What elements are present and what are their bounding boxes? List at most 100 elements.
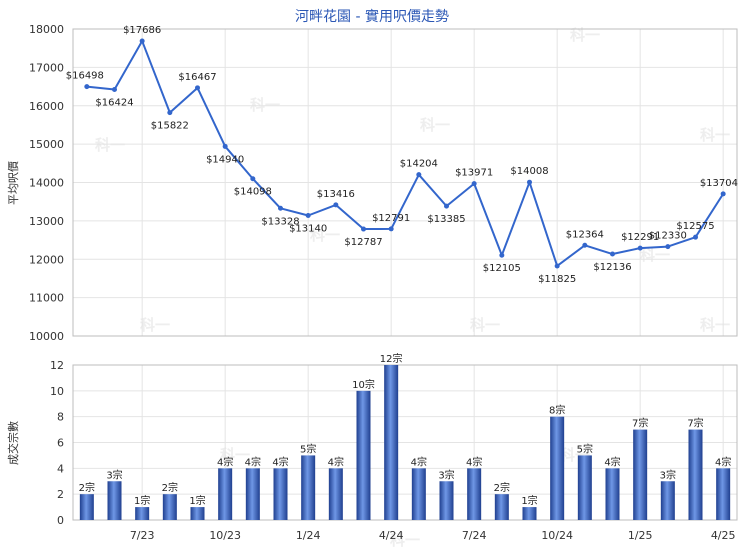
price-point — [693, 234, 698, 240]
line-y-tick: 16000 — [29, 100, 64, 113]
transaction-bar — [162, 494, 177, 520]
bar-y-tick: 12 — [50, 359, 64, 372]
transaction-label: 3宗 — [106, 468, 122, 481]
price-point — [278, 205, 283, 211]
price-label: $12330 — [649, 231, 687, 242]
price-point — [195, 85, 200, 91]
transaction-bar — [467, 468, 482, 520]
transaction-label: 1宗 — [521, 494, 537, 507]
x-tick-label: 10/23 — [209, 529, 241, 542]
price-point — [582, 242, 588, 248]
chart-title: 河畔花園 - 實用呎價走勢 — [295, 8, 449, 25]
transaction-label: 12宗 — [380, 352, 403, 365]
price-label: $13385 — [427, 214, 465, 225]
transaction-bar — [660, 481, 675, 520]
watermark-text: 科一 — [220, 446, 250, 464]
transaction-bar — [328, 468, 343, 520]
transaction-label: 2宗 — [494, 481, 510, 494]
price-label: $12575 — [676, 221, 714, 232]
line-plot-frame — [72, 28, 738, 337]
transaction-label: 2宗 — [162, 481, 178, 494]
price-point — [527, 179, 532, 185]
line-y-tick: 13000 — [29, 215, 64, 228]
x-tick-label: 10/24 — [541, 529, 573, 542]
transaction-label: 3宗 — [438, 468, 454, 481]
price-label: $13416 — [317, 189, 355, 200]
transaction-bar — [135, 507, 150, 520]
transaction-bar — [301, 455, 316, 520]
price-label: $13328 — [261, 216, 299, 227]
transaction-bar — [688, 429, 703, 520]
price-point — [720, 191, 726, 197]
transaction-bar — [550, 416, 565, 520]
price-point — [222, 143, 228, 149]
price-point — [167, 110, 173, 116]
transaction-label: 8宗 — [549, 404, 565, 417]
x-tick-label: 7/24 — [462, 529, 487, 542]
price-point — [333, 202, 339, 208]
price-point — [444, 203, 449, 209]
transaction-bar — [494, 494, 509, 520]
x-tick-label: 1/25 — [628, 529, 653, 542]
transaction-bar — [79, 494, 94, 520]
price-label: $16467 — [178, 72, 216, 83]
transaction-label: 4宗 — [715, 455, 731, 468]
transaction-bar — [633, 429, 648, 520]
transaction-label: 4宗 — [272, 455, 288, 468]
transaction-bar — [218, 468, 233, 520]
line-y-tick: 11000 — [29, 292, 64, 305]
price-point — [305, 213, 311, 219]
transaction-label: 10宗 — [352, 378, 375, 391]
transaction-label: 7宗 — [632, 417, 648, 430]
bar-chart: 0 2 4 6 8 10 12 成交宗數 2宗 3宗 1宗 2宗 1宗 4宗 4宗 4宗 5宗 4宗 10宗 12… — [6, 352, 738, 542]
price-label: $13140 — [289, 224, 327, 235]
price-point — [250, 176, 256, 182]
price-point — [610, 251, 615, 257]
transaction-bar — [190, 507, 205, 520]
transaction-label: 4宗 — [328, 455, 344, 468]
price-point — [139, 38, 145, 44]
price-label: $16424 — [95, 97, 133, 108]
transaction-label: 4宗 — [217, 455, 233, 468]
price-point — [471, 181, 477, 187]
watermark-text: 科一 — [700, 316, 730, 334]
price-point — [84, 84, 90, 90]
price-label: $11825 — [538, 274, 576, 285]
watermark-text: 科一 — [570, 26, 600, 44]
transaction-bar — [107, 481, 122, 520]
price-point — [499, 252, 505, 258]
line-y-tick: 12000 — [29, 253, 64, 266]
line-series: $16498 $16424 $17686 $15822 $16467 $14940 $140… — [66, 25, 738, 285]
bar-series: 2宗 3宗 1宗 2宗 1宗 4宗 4宗 4宗 5宗 4宗 10宗 12宗 4宗 3宗 4宗 2宗 1宗 8宗 5宗… — [79, 352, 731, 520]
price-line — [86, 40, 725, 267]
price-label: $17686 — [123, 25, 161, 36]
transaction-bar — [411, 468, 426, 520]
bar-y-tick-labels: 0 2 4 6 8 10 12 — [50, 359, 64, 527]
transaction-bar — [245, 468, 260, 520]
bar-y-tick: 2 — [57, 488, 64, 501]
bar-y-axis-label: 成交宗數 — [6, 421, 20, 465]
price-label: $14204 — [400, 159, 438, 170]
bar-y-tick: 8 — [57, 411, 64, 424]
x-tick-label: 4/25 — [711, 529, 736, 542]
transaction-label: 1宗 — [189, 494, 205, 507]
transaction-label: 4宗 — [411, 455, 427, 468]
line-y-axis-label: 平均呎價 — [6, 161, 20, 205]
price-label: $14008 — [510, 166, 548, 177]
price-label: $12105 — [483, 263, 521, 274]
line-y-tick: 14000 — [29, 177, 64, 190]
bar-x-tick-labels: 7/23 10/23 1/24 4/24 7/24 10/24 1/25 4/25 — [130, 529, 736, 542]
price-point — [361, 226, 366, 232]
price-label: $14098 — [234, 187, 272, 198]
transaction-bar — [439, 481, 454, 520]
transaction-label: 4宗 — [466, 455, 482, 468]
price-point — [554, 263, 560, 269]
x-tick-label: 7/23 — [130, 529, 155, 542]
watermark-text: 科一 — [390, 531, 420, 549]
price-point — [388, 226, 394, 232]
transaction-label: 3宗 — [660, 468, 676, 481]
watermark-text: 科一 — [310, 226, 340, 244]
price-point — [665, 244, 671, 250]
watermark-text: 科一 — [700, 126, 730, 144]
